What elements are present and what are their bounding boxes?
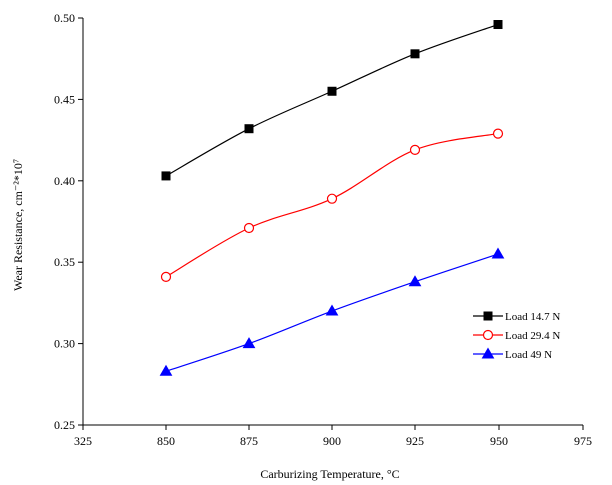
y-ticks: 0.25 0.30 0.35 0.40 0.45 0.50 (54, 11, 83, 432)
legend-item: Load 49 N (473, 347, 552, 361)
x-tick-label: 875 (240, 434, 258, 448)
legend-item: Load 29.4 N (473, 329, 560, 342)
x-tick-label: 325 (74, 434, 92, 448)
data-point (326, 193, 338, 204)
y-tick-label: 0.35 (54, 255, 75, 269)
data-point (408, 275, 422, 287)
x-tick-label: 950 (490, 434, 508, 448)
x-ticks: 325 850 875 900 925 950 975 (74, 425, 592, 448)
x-tick-label: 900 (323, 434, 341, 448)
data-point (492, 128, 504, 139)
data-point (244, 124, 254, 134)
data-point (325, 304, 339, 316)
y-tick-label: 0.25 (54, 418, 75, 432)
data-point (160, 271, 172, 282)
data-point (410, 49, 420, 59)
y-tick-label: 0.30 (54, 337, 75, 351)
y-tick-label: 0.50 (54, 11, 75, 25)
legend-marker (481, 347, 495, 359)
series-2 (160, 128, 504, 282)
legend: Load 14.7 N Load 29.4 N Load 49 N (473, 311, 560, 361)
legend-label: Load 14.7 N (505, 311, 560, 323)
series-line (165, 23, 499, 177)
x-tick-label: 850 (157, 434, 175, 448)
y-axis-title: Wear Resistance, cm⁻²*10⁷ (11, 159, 25, 291)
legend-marker (482, 329, 494, 341)
data-point (243, 222, 255, 234)
series-1 (161, 20, 503, 181)
series-line (165, 132, 499, 278)
data-point (327, 86, 337, 96)
x-axis-title: Carburizing Temperature, °C (260, 467, 399, 481)
x-tick-label: 975 (574, 434, 592, 448)
legend-item: Load 14.7 N (473, 311, 560, 323)
series-layer (159, 20, 505, 376)
data-point (409, 144, 421, 155)
data-point (161, 171, 171, 181)
legend-label: Load 29.4 N (505, 330, 560, 342)
axes (82, 18, 583, 426)
series-3 (159, 247, 505, 376)
data-point (493, 20, 503, 30)
data-point (242, 337, 256, 349)
y-tick-label: 0.45 (54, 92, 75, 106)
legend-marker (483, 311, 493, 321)
x-tick-label: 925 (406, 434, 424, 448)
data-point (491, 247, 505, 259)
data-point (159, 364, 173, 376)
legend-label: Load 49 N (505, 349, 552, 361)
y-tick-label: 0.40 (54, 174, 75, 188)
